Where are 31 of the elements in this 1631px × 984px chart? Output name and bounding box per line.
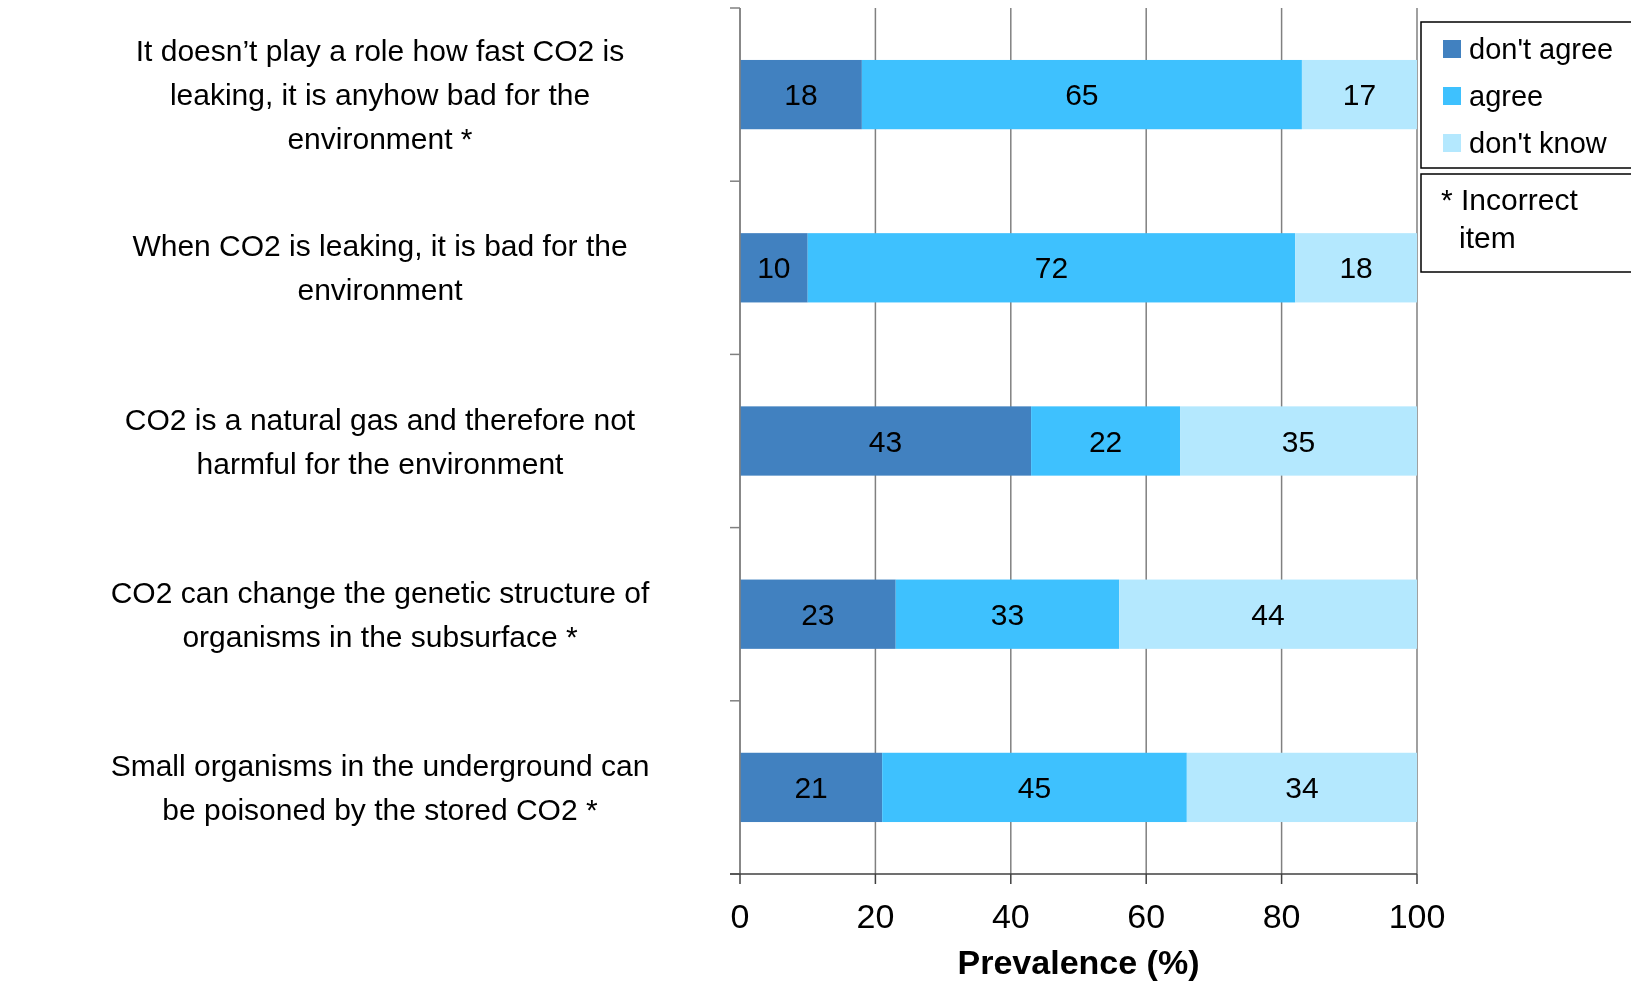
y-tick-label: CO2 is a natural gas and therefore not harmful for the environment (124, 402, 636, 480)
data-label: 18 (1339, 251, 1373, 285)
x-axis-title: Prevalence (%) (957, 943, 1200, 981)
y-tick-label: Small organisms in the underground can be poisoned by the stored CO2 * (110, 748, 650, 826)
data-label: 65 (1065, 78, 1099, 112)
x-tick-label: 0 (730, 897, 750, 935)
text: * Incorrect item (1441, 183, 1579, 254)
y-tick-label: It doesn’t play a role how fast CO2 is leaking, it is anyhow bad for the environment * (135, 34, 625, 156)
data-label: 10 (757, 251, 791, 285)
y-tick-label: CO2 can change the genetic structure of organisms in the subsurface * (110, 575, 650, 653)
x-tick-label: 20 (856, 897, 895, 935)
x-tick-label: 40 (991, 897, 1030, 935)
x-tick-label: 60 (1127, 897, 1166, 935)
data-label: 18 (784, 78, 818, 112)
x-tick-label: 80 (1262, 897, 1301, 935)
data-label: 35 (1281, 424, 1316, 458)
legend-label: don't agree (1469, 33, 1614, 66)
data-label: 17 (1342, 78, 1377, 112)
data-label: 43 (868, 424, 903, 458)
data-label: 21 (794, 770, 828, 804)
data-label: 72 (1034, 251, 1069, 285)
data-label: 45 (1017, 770, 1052, 804)
data-label: 44 (1251, 597, 1285, 631)
y-tick-label: When CO2 is leaking, it is bad for the environment (132, 229, 628, 307)
legend-label: don't know (1469, 127, 1608, 160)
data-label: 22 (1088, 424, 1123, 458)
data-label: 34 (1285, 770, 1319, 804)
x-tick-label: 100 (1388, 897, 1446, 935)
legend-label: agree (1469, 80, 1544, 113)
data-label: 33 (990, 597, 1025, 631)
data-label: 23 (801, 597, 835, 631)
